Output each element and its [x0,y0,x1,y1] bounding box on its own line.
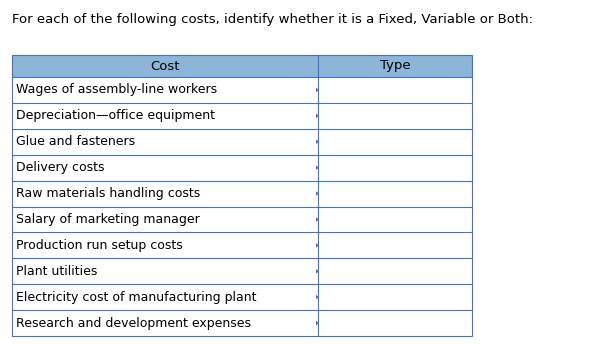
Bar [12,181,318,206]
Polygon shape [316,140,319,144]
Polygon shape [316,217,319,222]
Bar [12,233,318,258]
Bar [12,103,318,129]
Text: Depreciation—office equipment: Depreciation—office equipment [16,109,215,122]
Text: For each of the following costs, identify whether it is a Fixed, Variable or Bot: For each of the following costs, identif… [12,13,533,26]
Polygon shape [316,165,319,170]
Text: Type: Type [380,60,410,73]
Polygon shape [316,321,319,325]
Text: Electricity cost of manufacturing plant: Electricity cost of manufacturing plant [16,291,257,304]
Bar [318,233,472,258]
Bar [12,155,318,181]
Polygon shape [316,114,319,118]
Text: Wages of assembly-line workers: Wages of assembly-line workers [16,84,217,96]
Polygon shape [316,88,319,92]
Bar [12,55,472,336]
Bar [12,55,318,77]
Bar [318,55,472,77]
Bar [12,77,318,103]
Text: Plant utilities: Plant utilities [16,265,97,278]
Text: Research and development expenses: Research and development expenses [16,316,251,330]
Polygon shape [316,243,319,248]
Bar [318,129,472,155]
Bar [12,206,318,233]
Text: Production run setup costs: Production run setup costs [16,239,183,252]
Text: Glue and fasteners: Glue and fasteners [16,135,135,148]
Bar [318,206,472,233]
Bar [12,310,318,336]
Text: Raw materials handling costs: Raw materials handling costs [16,187,200,200]
Bar [318,181,472,206]
Bar [12,129,318,155]
Bar [318,258,472,284]
Bar [12,258,318,284]
Bar [318,284,472,310]
Bar [318,155,472,181]
Polygon shape [316,191,319,196]
Bar [318,103,472,129]
Text: Cost: Cost [150,60,180,73]
Text: Salary of marketing manager: Salary of marketing manager [16,213,200,226]
Bar [12,284,318,310]
Bar [318,310,472,336]
Bar [318,77,472,103]
Text: Delivery costs: Delivery costs [16,161,104,174]
Polygon shape [316,269,319,273]
Polygon shape [316,295,319,299]
